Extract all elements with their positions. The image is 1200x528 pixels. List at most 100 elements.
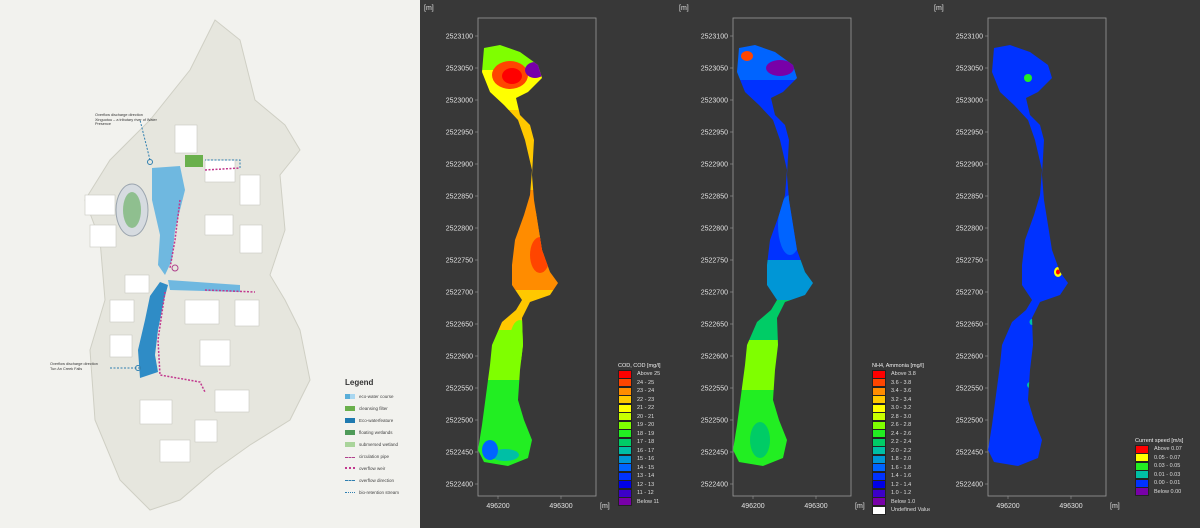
colorbar-row: 20 - 21 [618,412,660,422]
colorbar-label: 1.8 - 2.0 [891,456,912,463]
colorbar-row: Below 0.00 [1135,487,1183,497]
y-tick-label: 2522800 [956,226,983,233]
colorbar-row: 17 - 18 [618,437,660,447]
cod-colorbar: COD, COD [mg/l] Above 25 24 - 25 23 - 24 22 … [618,363,660,507]
colorbar-label: 0.00 - 0.01 [1154,480,1181,487]
y-tick-label: 2523100 [701,34,728,41]
y-tick-label: 2522600 [701,354,728,361]
y-tick-label: 2522550 [446,386,473,393]
concentration-band [478,110,558,190]
concentration-patch [1029,319,1035,325]
y-tick-label: 2522900 [701,162,728,169]
eco-water-course-upper [152,166,185,275]
colorbar-row: 1.0 - 1.2 [872,488,931,498]
colorbar-label: 2.4 - 2.6 [891,430,912,437]
concentration-patch [525,62,545,78]
y-tick-label: 2522450 [446,450,473,457]
legend-label: bio-retention stream [359,489,400,495]
legend-label: overflow weir [359,465,386,471]
legend-label: circulation pipe [359,453,390,459]
legend-item: floating wetlands [345,427,420,437]
colorbar-label: 3.4 - 3.6 [891,388,912,395]
concentration-patch [510,320,530,360]
colorbar-row: 15 - 16 [618,454,660,464]
colorbar-label: 2.6 - 2.8 [891,422,912,429]
colorbar-label: 24 - 25 [637,379,655,386]
concentration-patch [1027,382,1033,388]
colorbar-label: 13 - 14 [637,473,655,480]
y-tick-label: 2522800 [701,226,728,233]
circulation-pipe-node [171,264,179,272]
concentration-patch [530,237,550,273]
concentration-patch [502,68,522,84]
colorbar-row: 2.0 - 2.2 [872,446,931,456]
legend-swatch [345,467,355,469]
y-tick-label: 2523000 [701,98,728,105]
colorbar-row: Above 25 [618,369,660,379]
site-plan: Overflow discharge direction Xinguotou –… [0,0,420,528]
colorbar-label: 20 - 21 [637,413,655,420]
y-tick-label: 2522850 [956,194,983,201]
y-tick-label: 2522500 [446,418,473,425]
lake-field [988,45,1068,466]
colorbar-label: 1.6 - 1.8 [891,464,912,471]
colorbar-row: 3.6 - 3.8 [872,378,931,388]
colorbar-row: 19 - 20 [618,420,660,430]
y-tick-label: 2522550 [956,386,983,393]
speed-map: [m] [m] 2523100 2523050 2523000 2522950 252290… [934,5,1120,510]
plot-frame [732,17,852,497]
legend-item: cleansing filter [345,403,420,413]
colorbar-row: 21 - 22 [618,403,660,413]
colorbar-label: 1.2 - 1.4 [891,481,912,488]
colorbar-label: 15 - 16 [637,456,655,463]
cleansing-filter [185,155,203,167]
y-axis-unit: [m] [934,5,944,12]
legend-item: Eco-waterfeature [345,415,420,425]
y-tick-label: 2522600 [956,354,983,361]
colorbar-label: Above 0.07 [1154,446,1182,453]
colorbar-label: 2.0 - 2.2 [891,447,912,454]
concentration-patch [741,51,753,61]
colorbar-label: Below 11 [637,498,660,505]
concentration-patch [778,195,802,255]
colorbar-label: 22 - 23 [637,396,655,403]
legend-item: eco-water course [345,391,420,401]
legend-item: submersed wetland [345,439,420,449]
legend-label: eco-water course [359,393,394,399]
x-axis-unit: [m] [600,503,610,510]
colorbar-label: 1.0 - 1.2 [891,490,912,497]
legend-swatch [345,441,355,447]
nh4-colorbar: NH4, Ammonia [mg/l] Above 3.8 3.6 - 3.8 3.4… [872,363,931,515]
legend-item: circulation pipe [345,451,420,461]
legend-label: submersed wetland [359,441,399,447]
legend-title: Legend [345,378,374,387]
y-tick-label: 2522900 [446,162,473,169]
y-tick-label: 2523100 [956,34,983,41]
colorbar-row: 0.01 - 0.03 [1135,470,1183,480]
y-axis-unit: [m] [424,5,434,12]
colorbar-label: 17 - 18 [637,439,655,446]
y-tick-label: 2522650 [446,322,473,329]
overflow-weirs [157,167,256,393]
concentration-patch [1056,269,1060,275]
x-tick-label: 496300 [549,503,572,510]
colorbar-label: 0.01 - 0.03 [1154,471,1181,478]
y-tick-label: 2523050 [446,66,473,73]
colorbar-label: 2.8 - 3.0 [891,413,912,420]
speed-colorbar: Current speed [m/s] Above 0.07 0.05 - 0.07… [1135,438,1183,497]
y-tick-label: 2522400 [956,482,983,489]
y-tick-label: 2522950 [701,130,728,137]
colorbar-row: Below 11 [618,497,660,507]
y-tick-label: 2522500 [956,418,983,425]
colorbar-row: 24 - 25 [618,378,660,388]
legend-swatch [345,393,355,399]
y-tick-label: 2522700 [956,290,983,297]
y-tick-label: 2522950 [956,130,983,137]
y-tick-label: 2523000 [956,98,983,105]
colorbar-label: Below 1.0 [891,498,916,505]
colorbar-swatch [618,497,632,507]
y-tick-label: 2522850 [701,194,728,201]
concentration-band [733,80,813,260]
colorbar-row: 0.00 - 0.01 [1135,478,1183,488]
colorbar-label: 3.6 - 3.8 [891,379,912,386]
